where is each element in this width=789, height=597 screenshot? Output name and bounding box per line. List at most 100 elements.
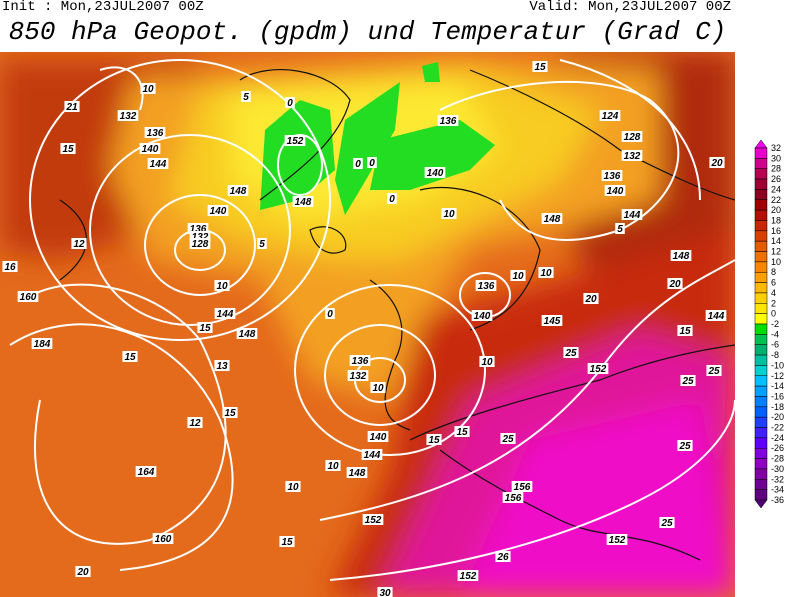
colorbar-tip: [754, 139, 768, 149]
contour-label-box: [236, 328, 258, 339]
contour-label: 20: [668, 279, 681, 290]
contour-label-box: [426, 434, 442, 445]
contour-label-box: [347, 370, 369, 381]
contour-label-box: [325, 308, 335, 319]
contour-label-box: [677, 440, 693, 451]
colorbar-box: [754, 147, 768, 159]
colorbar-box: [754, 375, 768, 387]
contour-label: 136: [352, 356, 369, 367]
colorbar-box: [754, 178, 768, 190]
contour-label: 10: [481, 357, 493, 368]
colorbar-box: [754, 189, 768, 201]
contour-label-box: [189, 238, 211, 249]
colorbar-label: 26: [771, 174, 781, 184]
colorbar-label: 6: [771, 278, 776, 288]
contour-label: 140: [427, 168, 444, 179]
contour-label-box: [502, 492, 524, 503]
colorbar-box: [754, 220, 768, 232]
contour-label-box: [587, 363, 609, 374]
contour-label: 136: [440, 116, 457, 127]
contour-label-box: [680, 375, 696, 386]
colorbar-label: 2: [771, 298, 776, 308]
contour-label-box: [511, 481, 533, 492]
contour-label: 140: [142, 144, 159, 155]
contour-label-box: [583, 293, 599, 304]
colorbar-box: [754, 230, 768, 242]
contour-label-box: [325, 460, 341, 471]
contour-label-box: [471, 310, 493, 321]
colorbar-label: -4: [771, 329, 779, 339]
contour-label: 20: [710, 158, 723, 169]
colorbar-label: 24: [771, 184, 781, 194]
contour-label: 25: [678, 441, 691, 452]
colorbar-label: -36: [771, 495, 784, 505]
contour-label-box: [457, 570, 479, 581]
colorbar-box: [754, 427, 768, 439]
contour-label-box: [31, 338, 53, 349]
contour-label: 15: [679, 326, 691, 337]
contour-label-box: [709, 157, 725, 168]
contour-label: 128: [192, 239, 209, 250]
contour-label-box: [187, 417, 203, 428]
colorbar-box: [754, 168, 768, 180]
contour-label: 25: [564, 348, 577, 359]
contour-label: 160: [20, 292, 37, 303]
colorbar-label: 8: [771, 267, 776, 277]
contour-label: 15: [62, 144, 74, 155]
contour-label-box: [117, 110, 139, 121]
temperature-field: [0, 52, 735, 597]
contour-label-box: [500, 433, 516, 444]
contour-label-box: [75, 566, 91, 577]
colorbar-box: [754, 479, 768, 490]
colorbar: 32302826242220181614121086420-2-4-6-8-10…: [754, 139, 784, 509]
contour-label-box: [677, 325, 693, 336]
contour-label-box: [135, 466, 157, 477]
contour-label-box: [257, 238, 267, 249]
colorbar-box: [754, 385, 768, 397]
colorbar-label: 32: [771, 143, 781, 153]
contour-label: 5: [617, 224, 623, 235]
colorbar-label: 4: [771, 288, 776, 298]
contour-label-box: [122, 351, 138, 362]
contour-label: 144: [624, 210, 641, 221]
contour-label: 0: [389, 194, 395, 205]
colorbar-box: [754, 158, 768, 169]
contour-label: 25: [501, 434, 514, 445]
contour-label-box: [601, 170, 623, 181]
contour-label: 140: [210, 206, 227, 217]
colorbar-label: 28: [771, 164, 781, 174]
colorbar-box: [754, 468, 768, 480]
contour-label-box: [424, 167, 446, 178]
contour-label-box: [479, 356, 495, 367]
contour-label: 15: [224, 408, 236, 419]
colorbar-box: [754, 209, 768, 221]
contour-label-box: [367, 157, 377, 168]
contour-label-box: [475, 280, 497, 291]
contour-label-box: [604, 185, 626, 196]
contour-label-box: [659, 517, 675, 528]
contour-label: 156: [505, 493, 522, 504]
contour-label: 15: [456, 427, 468, 438]
colorbar-label: 16: [771, 226, 781, 236]
contour-label: 152: [590, 364, 607, 375]
colorbar-label: -22: [771, 423, 784, 433]
contour-label: 0: [355, 159, 361, 170]
colorbar-label: 30: [771, 153, 781, 163]
contour-label-box: [362, 514, 384, 525]
contour-label-box: [621, 131, 643, 142]
contour-label: 10: [512, 271, 524, 282]
contour-label-box: [621, 209, 643, 220]
contour-label: 148: [673, 251, 690, 262]
colorbar-label: -18: [771, 402, 784, 412]
colorbar-label: 14: [771, 236, 781, 246]
contour-label: 5: [243, 92, 249, 103]
contour-label: 10: [287, 482, 299, 493]
contour-label: 25: [707, 366, 720, 377]
contour-label-box: [563, 347, 579, 358]
contour-label: 124: [602, 111, 619, 122]
contour-label: 25: [681, 376, 694, 387]
colorbar-label: -10: [771, 360, 784, 370]
contour-label: 140: [474, 311, 491, 322]
contour-label-box: [377, 587, 393, 597]
